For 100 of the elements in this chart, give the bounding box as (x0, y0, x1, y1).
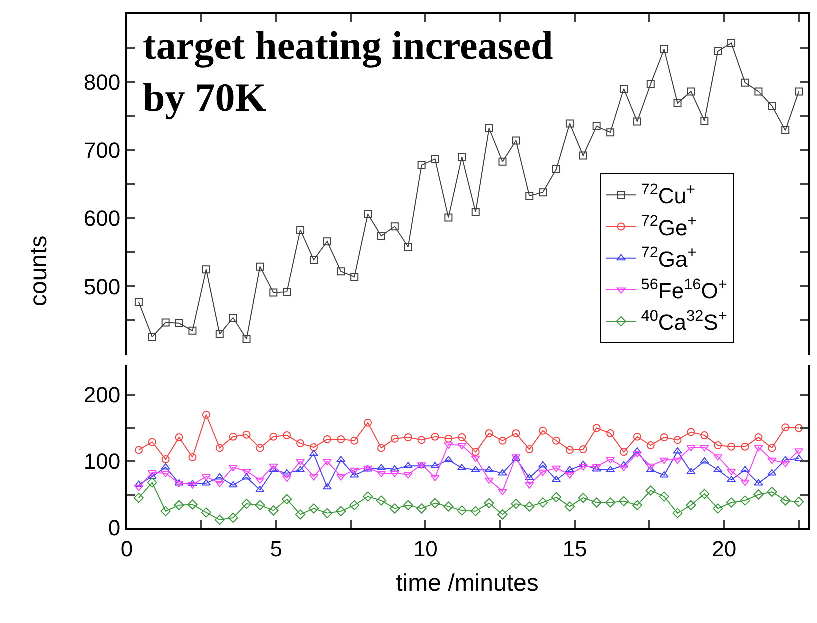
x-axis-title: time /minutes (396, 570, 539, 598)
point (458, 443, 467, 450)
point (322, 483, 332, 490)
point (390, 222, 399, 231)
point (646, 80, 655, 88)
point (202, 479, 211, 486)
point (444, 502, 454, 512)
point (578, 493, 588, 504)
point (458, 153, 466, 162)
point (700, 445, 710, 452)
legend-label: $^{72}$Cu$^{+}$ (641, 181, 696, 209)
point (660, 458, 669, 464)
point (726, 498, 737, 508)
point (700, 432, 709, 440)
point (552, 165, 561, 174)
point (216, 444, 224, 452)
legend-label: $^{72}$Ge$^{+}$ (641, 213, 697, 240)
point (336, 506, 346, 516)
point (714, 442, 722, 450)
point (754, 434, 763, 442)
point (188, 500, 198, 510)
point (362, 492, 374, 502)
point (215, 473, 224, 480)
point (741, 442, 750, 451)
point (646, 442, 655, 450)
point (578, 460, 588, 468)
point (619, 461, 629, 468)
point (256, 478, 265, 484)
point (484, 478, 494, 484)
point (404, 434, 412, 442)
point (134, 480, 144, 488)
point (782, 126, 790, 135)
x-tick-label: 5 (270, 536, 282, 562)
point (296, 440, 305, 448)
point (539, 426, 548, 435)
point (498, 436, 507, 445)
point (308, 504, 320, 514)
point (673, 458, 682, 464)
point (768, 469, 777, 476)
x-tick-label: 15 (562, 536, 588, 562)
point (687, 428, 696, 436)
point (270, 432, 278, 441)
point (660, 434, 668, 442)
point (471, 456, 480, 462)
point (431, 155, 440, 164)
point (188, 454, 197, 462)
point (566, 446, 574, 454)
point (754, 490, 764, 500)
point (606, 498, 616, 508)
point (620, 84, 628, 93)
point (592, 498, 602, 508)
y-tick-label: 700 (84, 138, 121, 164)
point (498, 158, 507, 166)
point (350, 471, 360, 478)
point (376, 496, 387, 506)
point (526, 446, 534, 454)
point (148, 438, 156, 446)
point (337, 268, 346, 276)
point (350, 468, 360, 474)
point (296, 226, 305, 234)
point (416, 504, 427, 514)
point (740, 480, 750, 486)
point (431, 432, 440, 441)
point (148, 333, 156, 342)
point (754, 445, 764, 452)
point (498, 510, 508, 520)
point (538, 470, 548, 476)
point (174, 500, 184, 510)
point (794, 497, 804, 508)
point (780, 496, 791, 506)
point (713, 504, 724, 514)
point (795, 88, 804, 96)
point (686, 445, 696, 452)
point (188, 326, 197, 335)
point (768, 102, 776, 110)
point (282, 469, 292, 476)
point (403, 500, 414, 510)
point (457, 506, 468, 516)
point (579, 446, 588, 454)
point (700, 489, 710, 500)
y-tick-label: 600 (84, 206, 121, 232)
point (364, 210, 372, 218)
point (430, 498, 440, 508)
point (404, 243, 412, 252)
point (795, 424, 804, 432)
point (147, 478, 158, 488)
point (714, 47, 722, 56)
y-tick-label: 800 (84, 70, 121, 95)
point (768, 444, 776, 452)
point (579, 152, 588, 160)
point (768, 458, 777, 464)
point (552, 436, 561, 445)
point (526, 192, 534, 200)
y-axis-title: counts (25, 236, 52, 306)
point (660, 471, 669, 478)
point (740, 496, 750, 506)
point (242, 430, 251, 439)
point (552, 466, 562, 472)
point (202, 266, 210, 274)
point (161, 463, 170, 470)
